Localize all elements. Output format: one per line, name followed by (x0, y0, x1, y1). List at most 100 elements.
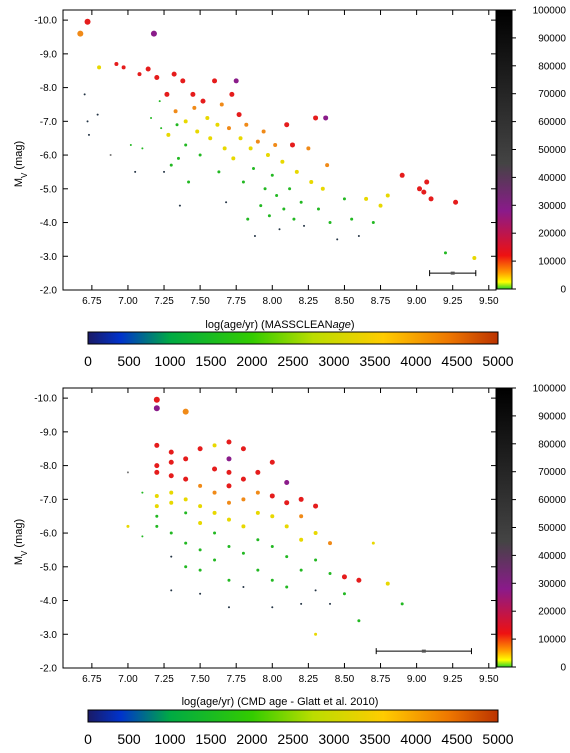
data-point (169, 500, 174, 505)
data-point (306, 146, 311, 151)
data-point (267, 214, 271, 218)
data-point (150, 116, 153, 119)
data-point (428, 196, 434, 202)
data-point (356, 577, 362, 583)
data-point (84, 18, 91, 25)
data-point (270, 578, 274, 582)
y-tick-label: -3.0 (40, 252, 58, 263)
data-point (238, 136, 243, 141)
data-point (97, 65, 102, 70)
data-point (200, 98, 206, 104)
data-point (246, 217, 250, 221)
data-point (166, 132, 171, 137)
data-point (137, 72, 142, 77)
colorbar-tick-label: 60000 (538, 495, 566, 506)
data-point (154, 442, 160, 448)
data-point (141, 147, 144, 150)
data-point (77, 30, 84, 37)
colorbar-tick-label: 70000 (538, 89, 566, 100)
y-tick-label: -4.0 (40, 218, 58, 229)
panel-bottom: -10.0 -9.0 -8.0 -7.0 -6.0 -5.0 -4.0 -3.0 -2.0 6.… (13, 384, 566, 748)
data-point (271, 606, 274, 609)
vertical-colorbar-ticks-top: 1000009000080000700006000050000400003000… (512, 6, 566, 296)
data-point (421, 189, 427, 195)
horizontal-colorbar-label: 4000 (400, 731, 431, 747)
x-tick-label: 7.75 (226, 674, 246, 685)
data-point (285, 555, 289, 559)
y-tick-label: -2.0 (40, 286, 58, 297)
data-point (341, 574, 347, 580)
data-point (158, 100, 161, 103)
x-tick-label: 7.50 (190, 674, 210, 685)
horizontal-colorbar-label: 500 (117, 353, 141, 369)
data-point (153, 405, 160, 412)
horizontal-colorbar-label: 4000 (400, 353, 431, 369)
colorbar-tick-label: 20000 (538, 607, 566, 618)
x-tick-labels-top: 6.75 7.00 7.25 7.50 7.75 8.00 8.25 8.50 8.75 9.00… (82, 10, 499, 307)
data-point (190, 91, 196, 97)
data-point (284, 524, 289, 529)
colorbar-tick-label: 80000 (538, 439, 566, 450)
data-point (198, 520, 203, 525)
data-point (150, 30, 157, 37)
y-tick-label: -9.0 (40, 427, 58, 438)
horizontal-colorbar-label: 2500 (277, 353, 308, 369)
data-point (320, 186, 325, 191)
data-point (212, 78, 218, 84)
x-tick-labels-bottom: 6.75 7.00 7.25 7.50 7.75 8.00 8.25 8.50 8.75 9.00… (82, 388, 499, 685)
data-point (225, 201, 228, 204)
data-point (364, 196, 369, 201)
data-point (299, 568, 303, 572)
data-point (242, 586, 245, 589)
data-point (265, 153, 270, 158)
data-point (325, 163, 330, 168)
data-point (227, 545, 231, 549)
data-point (226, 500, 231, 505)
data-point (212, 466, 218, 472)
colorbar-tick-label: 60000 (538, 117, 566, 128)
colorbar-tick-label: 10000 (538, 257, 566, 268)
y-tick-label: -5.0 (40, 184, 58, 195)
data-point (169, 163, 173, 167)
data-point (175, 123, 179, 127)
data-point (226, 439, 232, 445)
plot-frame-bottom (62, 387, 497, 669)
data-point (176, 156, 180, 160)
data-point (170, 589, 173, 592)
data-point (323, 115, 329, 121)
data-point (222, 146, 227, 151)
horizontal-colorbar-label: 4500 (441, 353, 472, 369)
x-tick-label: 9.50 (479, 674, 499, 685)
data-point (219, 102, 224, 107)
horizontal-colorbar-label: 3000 (318, 353, 349, 369)
x-axis-label-top: log(age/yr) (MASSCLEANage) (205, 319, 354, 331)
data-point (154, 504, 159, 509)
data-point (83, 93, 86, 96)
data-point (226, 483, 232, 489)
data-point (300, 602, 303, 605)
data-point (240, 446, 246, 452)
error-bar-center (421, 649, 426, 653)
colorbar-tick-label: 90000 (538, 33, 566, 44)
data-point (195, 129, 200, 134)
data-point (184, 541, 188, 545)
data-point (261, 129, 266, 134)
scatter-points-bottom (126, 396, 404, 636)
data-point (183, 497, 188, 502)
data-point (400, 602, 404, 606)
vertical-colorbar-ticks-bottom: 1000009000080000700006000050000400003000… (512, 384, 566, 674)
data-point (314, 558, 318, 562)
horizontal-colorbar-ticks-top: 0 500 1000 1500 2000 2500 3000 3500 4000 4500 5000 (84, 353, 514, 369)
data-point (168, 473, 174, 479)
colorbar-tick-label: 10000 (538, 635, 566, 646)
x-tick-label: 7.25 (154, 674, 174, 685)
data-point (154, 469, 160, 475)
horizontal-colorbar-label: 5000 (482, 731, 513, 747)
data-point (154, 493, 159, 498)
data-point (183, 476, 189, 482)
data-point (259, 204, 263, 208)
data-point (313, 115, 319, 121)
horizontal-colorbar-label: 0 (84, 353, 92, 369)
data-point (226, 456, 232, 462)
data-point (198, 504, 203, 509)
